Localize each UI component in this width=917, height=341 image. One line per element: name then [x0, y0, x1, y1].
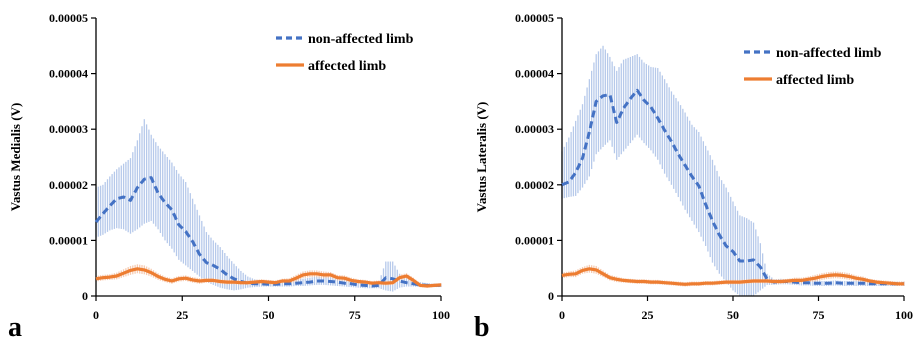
x-tick-label: 100 — [895, 308, 913, 322]
x-tick-label: 75 — [349, 308, 361, 322]
series-band-non-affected — [95, 119, 442, 292]
panel-b: 0 0.00001 0.00002 0.00003 0.00004 0.00005 0 25 5… — [474, 11, 913, 341]
legend-entry: affected limb — [308, 59, 386, 74]
x-tick-label: 0 — [93, 308, 99, 322]
y-tick-label: 0.00004 — [49, 67, 88, 81]
y-tick-label: 0.00004 — [515, 67, 554, 81]
y-tick-label: 0 — [82, 289, 88, 303]
series-line-non-affected — [94, 176, 441, 288]
y-tick-label: 0.00002 — [515, 178, 554, 192]
y-tick-label: 0.00002 — [49, 178, 88, 192]
y-tick-label: 0.00003 — [515, 122, 554, 136]
x-tick-label: 25 — [642, 308, 654, 322]
x-tick-label: 0 — [559, 308, 565, 322]
legend: non-affected limb affected limb — [276, 32, 414, 74]
y-tick-label: 0.00005 — [515, 11, 554, 25]
y-axis-label: Vastus Medialis (V) — [8, 103, 23, 212]
y-tick-label: 0 — [548, 289, 554, 303]
series-line-non-affected — [561, 88, 904, 286]
panel-letter: a — [8, 312, 22, 341]
x-tick-label: 25 — [176, 308, 188, 322]
legend-entry: non-affected limb — [776, 46, 882, 61]
legend: non-affected limb affected limb — [744, 46, 882, 88]
y-axis-label: Vastus Lateralis (V) — [474, 102, 489, 213]
x-tick-label: 75 — [813, 308, 825, 322]
panel-a: 0 0.00001 0.00002 0.00003 0.00004 0.00005 0 25 5… — [8, 11, 450, 341]
y-tick-label: 0.00003 — [49, 122, 88, 136]
panel-letter: b — [474, 312, 490, 341]
x-tick-label: 100 — [432, 308, 450, 322]
series-line-affected — [95, 267, 442, 288]
series-line-affected — [561, 267, 904, 286]
x-tick-label: 50 — [727, 308, 739, 322]
y-tick-label: 0.00005 — [49, 11, 88, 25]
y-tick-label: 0.00001 — [49, 233, 88, 247]
legend-entry: non-affected limb — [308, 32, 414, 47]
y-tick-label: 0.00001 — [515, 233, 554, 247]
x-tick-label: 50 — [263, 308, 275, 322]
legend-entry: affected limb — [776, 73, 854, 88]
